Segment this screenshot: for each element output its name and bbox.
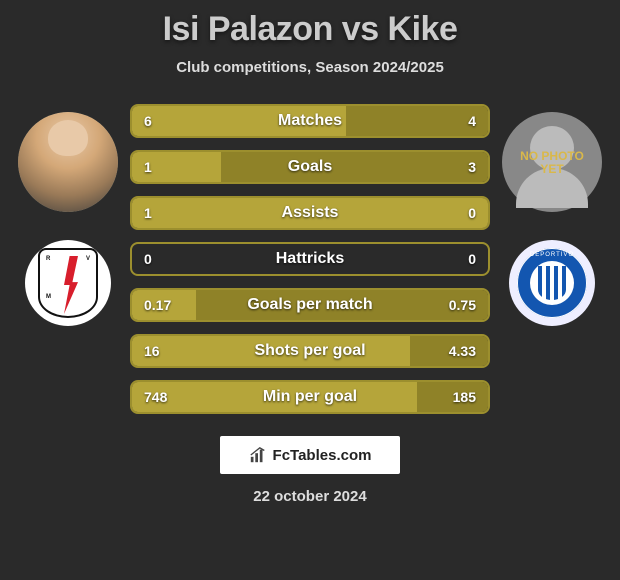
left-column: R V M (18, 104, 118, 326)
stat-rows: 64Matches 13Goals 10Assists 00Hattricks 0.17… (130, 104, 490, 414)
alaves-crest-icon: DEPORTIVO (517, 248, 587, 318)
stat-row: 164.33Shots per goal (130, 334, 490, 368)
player-right-avatar: NO PHOTO YET (502, 112, 602, 212)
no-photo-label: NO PHOTO YET (520, 150, 584, 176)
stat-row: 64Matches (130, 104, 490, 138)
stat-label: Min per goal (132, 382, 488, 412)
footer-brand-text: FcTables.com (273, 447, 372, 464)
player-left-avatar (18, 112, 118, 212)
page-subtitle: Club competitions, Season 2024/2025 (0, 59, 620, 76)
stat-label: Goals per match (132, 290, 488, 320)
stat-row: 00Hattricks (130, 242, 490, 276)
player-photo-icon (18, 112, 118, 212)
root: Isi Palazon vs Kike Club competitions, S… (0, 0, 620, 580)
club-left-badge: R V M (25, 240, 111, 326)
stat-label: Shots per goal (132, 336, 488, 366)
stat-label: Matches (132, 106, 488, 136)
stat-row: 0.170.75Goals per match (130, 288, 490, 322)
club-right-badge: DEPORTIVO (509, 240, 595, 326)
footer-date: 22 october 2024 (0, 488, 620, 505)
page-title: Isi Palazon vs Kike (0, 10, 620, 49)
stats-area: R V M 64Matches 13Goals 10Assists 00Hattric… (0, 104, 620, 414)
stat-label: Goals (132, 152, 488, 182)
chart-icon (249, 446, 267, 464)
footer-brand-badge[interactable]: FcTables.com (220, 436, 400, 474)
right-column: NO PHOTO YET DEPORTIVO (502, 104, 602, 326)
stat-label: Hattricks (132, 244, 488, 274)
stat-row: 13Goals (130, 150, 490, 184)
stat-label: Assists (132, 198, 488, 228)
rayo-crest-icon: R V M (38, 248, 98, 318)
stat-row: 10Assists (130, 196, 490, 230)
stat-row: 748185Min per goal (130, 380, 490, 414)
